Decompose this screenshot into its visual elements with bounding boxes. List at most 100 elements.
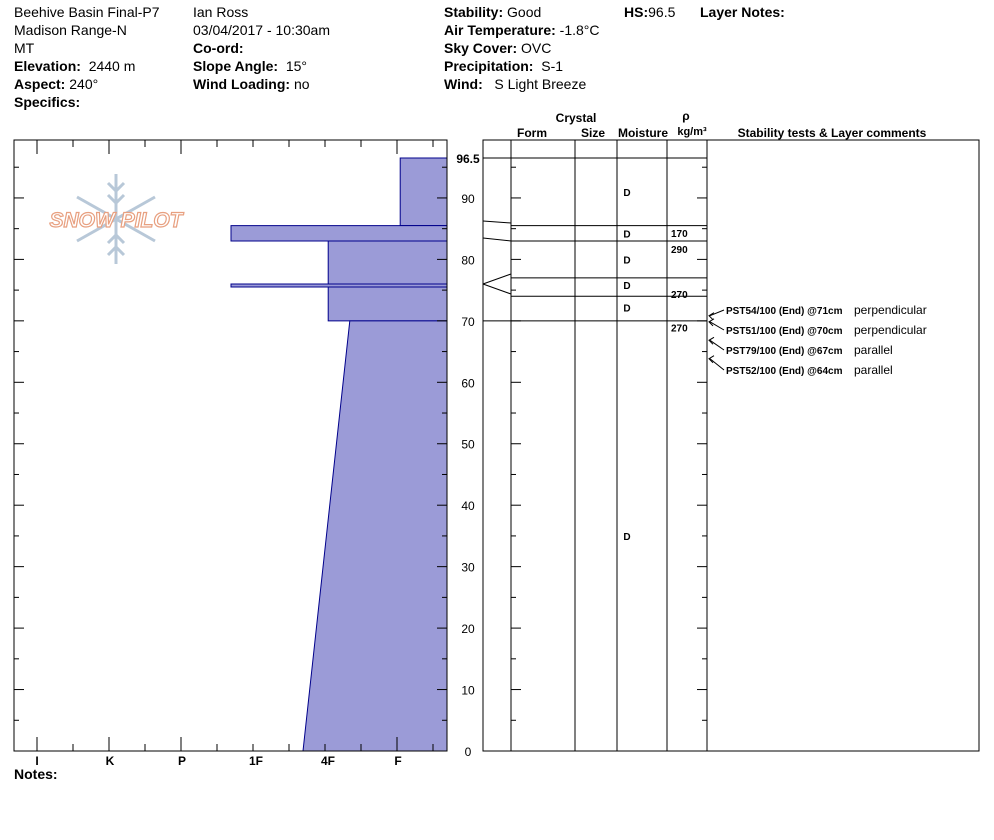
- hardness-label: 4F: [321, 754, 335, 768]
- hs-value: 96.5: [648, 4, 676, 20]
- stability-test-comment: perpendicular: [854, 323, 927, 337]
- density-column: 170 290 270 270: [671, 229, 688, 335]
- elevation-label: Elevation:: [14, 58, 81, 74]
- hardness-ticks: [14, 140, 447, 752]
- hs-label: HS:: [624, 4, 649, 20]
- sky-value: OVC: [521, 40, 552, 56]
- density-value: 270: [671, 290, 688, 301]
- hardness-layer: [302, 320, 448, 752]
- hardness-label: P: [178, 754, 186, 768]
- depth-label-top: 96.5: [456, 152, 480, 166]
- snowpilot-logo: SNOW PILOT: [49, 174, 185, 264]
- wind-loading-label: Wind Loading:: [193, 76, 291, 92]
- snowflake-icon: [76, 174, 156, 264]
- moisture-value: D: [623, 188, 630, 199]
- stability-test-label: PST79/100 (End) @67cm: [726, 346, 843, 357]
- depth-label: 20: [461, 622, 475, 636]
- layer-connector: [482, 283, 512, 295]
- layer-table-frame: [482, 139, 980, 752]
- hardness-layer: [327, 240, 448, 285]
- coord: Co-ord:: [193, 39, 244, 57]
- sky-label: Sky Cover:: [444, 40, 518, 56]
- depth-label: 10: [461, 684, 475, 698]
- air-temp-value: -1.8°C: [559, 22, 600, 38]
- arrowhead-icon: [708, 336, 715, 345]
- logo-text: SNOW PILOT: [50, 209, 185, 232]
- hardness-label: K: [106, 754, 115, 768]
- hardness-axis: I K P 1F 4F F: [35, 754, 401, 768]
- stability-test-label: PST52/100 (End) @64cm: [726, 366, 843, 377]
- depth-label: 40: [461, 499, 475, 513]
- density-value: 270: [671, 324, 688, 335]
- stability-test-label: PST54/100 (End) @71cm: [726, 306, 843, 317]
- depth-axis: 0 10 20 30 40 50 60 70 80 90 96.5: [456, 152, 480, 759]
- elevation: Elevation: 2440 m: [14, 57, 135, 75]
- aspect: Aspect: 240°: [14, 75, 98, 93]
- wind: Wind: S Light Breeze: [444, 75, 586, 93]
- wind-label: Wind:: [444, 76, 483, 92]
- layer-notes: Layer Notes:: [700, 3, 785, 21]
- stability-tests: PST54/100 (End) @71cm perpendicular PST51/…: [708, 303, 927, 377]
- notes-label: Notes:: [14, 766, 58, 782]
- elevation-value: 2440 m: [88, 58, 136, 74]
- depth-label: 0: [465, 745, 472, 759]
- test-arrow: [709, 358, 725, 371]
- density-value: 290: [671, 245, 688, 256]
- header-crystal: Crystal: [556, 111, 597, 125]
- moisture-value: D: [623, 281, 630, 292]
- specifics-label: Specifics:: [14, 94, 81, 110]
- depth-label: 60: [461, 376, 475, 390]
- slope-angle: Slope Angle: 15°: [193, 57, 307, 75]
- hardness-layer: [327, 286, 448, 322]
- header-form: Form: [517, 126, 547, 140]
- layer-connector: [482, 237, 512, 242]
- depth-label: 80: [461, 253, 475, 267]
- air-temp-label: Air Temperature:: [444, 22, 556, 38]
- specifics: Specifics:: [14, 93, 80, 111]
- test-arrow: [709, 309, 725, 317]
- depth-label: 90: [461, 192, 475, 206]
- header-density-unit: kg/m³: [677, 126, 707, 138]
- hardness-profile: [230, 157, 448, 752]
- state-name: MT: [14, 40, 35, 56]
- header-comments: Stability tests & Layer comments: [738, 126, 927, 140]
- arrowhead-icon: [708, 312, 715, 321]
- hardness-label: F: [394, 754, 401, 768]
- wind-loading: Wind Loading: no: [193, 75, 310, 93]
- arrowhead-icon: [708, 355, 715, 364]
- hardness-label: I: [35, 754, 38, 768]
- table-ticks: [511, 166, 707, 752]
- range-name: Madison Range-N: [14, 22, 127, 38]
- hs: HS:96.5: [624, 3, 675, 21]
- stability-test-comment: perpendicular: [854, 303, 927, 317]
- precip-value: S-1: [541, 58, 564, 74]
- depth-label: 70: [461, 315, 475, 329]
- column-dividers: [510, 140, 708, 751]
- date-time: 03/04/2017 - 10:30am: [193, 22, 330, 38]
- slope-label: Slope Angle:: [193, 58, 279, 74]
- hardness-label: 1F: [249, 754, 263, 768]
- stability-test-comment: parallel: [854, 363, 893, 377]
- sky-cover: Sky Cover: OVC: [444, 39, 551, 57]
- observer: Ian Ross: [193, 4, 249, 20]
- wind-loading-value: no: [293, 76, 310, 92]
- arrowhead-icon: [708, 318, 715, 327]
- notes: Notes:: [14, 765, 58, 783]
- test-arrow: [709, 321, 725, 331]
- precip-label: Precipitation:: [444, 58, 534, 74]
- aspect-label: Aspect:: [14, 76, 66, 92]
- aspect-value: 240°: [69, 76, 99, 92]
- coord-label: Co-ord:: [193, 40, 244, 56]
- moisture-value: D: [623, 255, 630, 266]
- stability: Stability: Good: [444, 3, 541, 21]
- table-headers: Crystal Form Size Moisture ρ kg/m³ Stabi…: [517, 109, 927, 140]
- moisture-value: D: [623, 230, 630, 241]
- hardness-layer: [399, 157, 448, 227]
- stability-test-comment: parallel: [854, 343, 893, 357]
- depth-label: 30: [461, 561, 475, 575]
- precipitation: Precipitation: S-1: [444, 57, 563, 75]
- slope-value: 15°: [285, 58, 307, 74]
- depth-label: 50: [461, 438, 475, 452]
- moisture-value: D: [623, 303, 630, 314]
